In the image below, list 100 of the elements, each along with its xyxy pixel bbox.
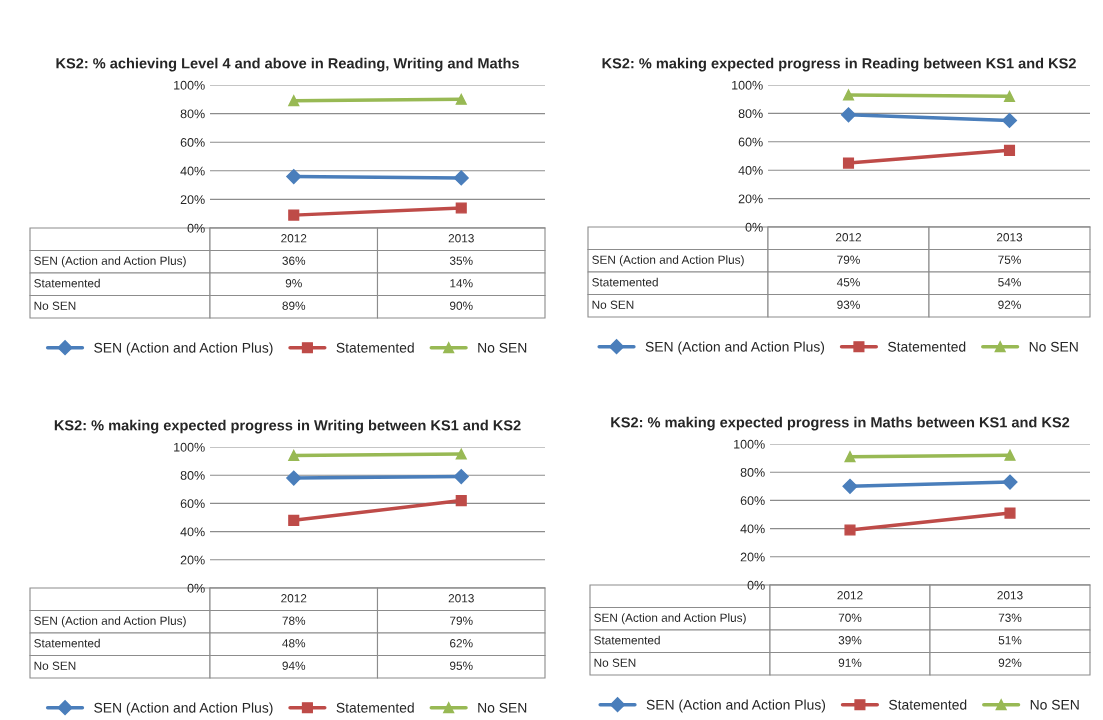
legend-label: No SEN: [1030, 699, 1079, 710]
y-tick-label: 100%: [734, 439, 765, 449]
x-tick-label: 2012: [837, 591, 863, 600]
data-label: 39%: [838, 636, 862, 645]
data-label: 75%: [998, 255, 1021, 264]
data-label: 51%: [998, 636, 1022, 645]
data-label: 73%: [998, 613, 1022, 622]
text: SEN (Action and Action Plus): [34, 616, 186, 628]
text: SEN (Action and Action Plus): [34, 256, 186, 268]
point: [1001, 112, 1018, 129]
text: Statemented: [594, 635, 660, 645]
point: [286, 470, 302, 486]
legend-label: No SEN: [478, 342, 527, 353]
data-label: 92%: [998, 300, 1021, 309]
text: SEN (Action and Action Plus): [594, 613, 746, 625]
y-tick-label: 20%: [738, 194, 763, 204]
point: [1004, 449, 1016, 461]
text: No SEN: [34, 301, 76, 310]
point: [842, 157, 855, 169]
point: [1002, 474, 1018, 490]
y-tick-label: 60%: [180, 499, 205, 509]
data-label: 95%: [449, 661, 473, 670]
legend-label: SEN (Action and Action Plus): [94, 342, 273, 356]
point: [288, 209, 300, 221]
text: Statemented: [592, 277, 658, 287]
legend-label: No SEN: [1029, 341, 1078, 352]
data-label: 36%: [282, 256, 306, 265]
x-tick-label: 2013: [996, 233, 1023, 242]
legend-label: SEN (Action and Action Plus): [646, 699, 826, 713]
data-label: 91%: [838, 658, 862, 667]
x-tick-label: 2013: [448, 234, 474, 243]
y-tick-label: 60%: [738, 137, 763, 147]
data-label: 90%: [449, 301, 473, 310]
y-tick-label: 0%: [187, 223, 205, 233]
y-tick-label: 0%: [187, 583, 205, 593]
y-tick-label: 80%: [180, 109, 205, 119]
y-tick-label: 0%: [745, 222, 763, 232]
legend-label: Statemented: [336, 342, 414, 353]
data-label: 78%: [282, 616, 306, 625]
text: Statemented: [34, 278, 100, 288]
y-tick-label: 40%: [180, 527, 205, 537]
x-tick-label: 2012: [835, 233, 862, 242]
point: [288, 95, 300, 107]
point: [1003, 144, 1016, 156]
chart-title: KS2: % making expected progress in Writing between KS1 and KS2: [54, 419, 521, 434]
legend-label: Statemented: [888, 341, 966, 352]
point: [455, 202, 467, 214]
legend-label: SEN (Action and Action Plus): [94, 702, 273, 716]
point: [286, 168, 302, 185]
point: [288, 449, 300, 462]
y-tick-label: 80%: [738, 109, 763, 119]
y-tick-label: 20%: [180, 195, 205, 205]
chart-title: KS2: % making expected progress in Reading between KS1 and KS2: [602, 57, 1076, 72]
data-label: 14%: [450, 279, 473, 288]
y-tick-label: 60%: [180, 138, 205, 147]
data-label: 79%: [450, 616, 473, 625]
legend-label: Statemented: [889, 699, 967, 710]
data-label: 35%: [449, 256, 473, 265]
y-tick-label: 100%: [732, 80, 763, 90]
point: [842, 89, 855, 101]
text: No SEN: [592, 300, 634, 309]
point: [840, 107, 857, 123]
y-tick-label: 20%: [740, 552, 765, 562]
point: [455, 93, 467, 105]
y-tick-label: 60%: [740, 496, 765, 506]
text: SEN (Action and Action Plus): [592, 255, 744, 267]
point: [288, 514, 300, 526]
point: [453, 170, 469, 186]
y-tick-label: 80%: [180, 471, 205, 480]
data-label: 89%: [282, 301, 306, 310]
point: [455, 448, 467, 460]
y-tick-label: 40%: [740, 524, 765, 534]
legend-label: SEN (Action and Action Plus): [645, 341, 825, 355]
chart-title: KS2: % making expected progress in Maths between KS1 and KS2: [611, 416, 1070, 431]
x-tick-label: 2012: [281, 234, 307, 243]
y-tick-label: 40%: [180, 166, 205, 176]
point: [453, 469, 469, 485]
point: [1003, 90, 1016, 102]
point: [844, 524, 856, 536]
data-label: 94%: [282, 661, 306, 670]
text: Statemented: [34, 638, 100, 648]
data-label: 48%: [282, 639, 306, 648]
point: [455, 495, 467, 507]
legend-label: Statemented: [336, 702, 414, 713]
legend-label: No SEN: [478, 702, 527, 713]
y-tick-label: 0%: [747, 580, 765, 590]
x-tick-label: 2013: [448, 594, 474, 603]
data-label: 79%: [837, 255, 860, 264]
data-label: 45%: [836, 278, 860, 287]
point: [844, 451, 856, 463]
data-label: 92%: [998, 658, 1022, 667]
x-tick-label: 2012: [281, 594, 307, 603]
y-tick-label: 40%: [738, 166, 763, 175]
data-label: 62%: [450, 639, 473, 648]
y-tick-label: 20%: [180, 555, 205, 565]
x-tick-label: 2013: [997, 591, 1023, 600]
y-tick-label: 100%: [174, 80, 205, 90]
point: [1004, 507, 1016, 519]
data-label: 93%: [837, 300, 860, 309]
y-tick-label: 80%: [740, 468, 765, 477]
